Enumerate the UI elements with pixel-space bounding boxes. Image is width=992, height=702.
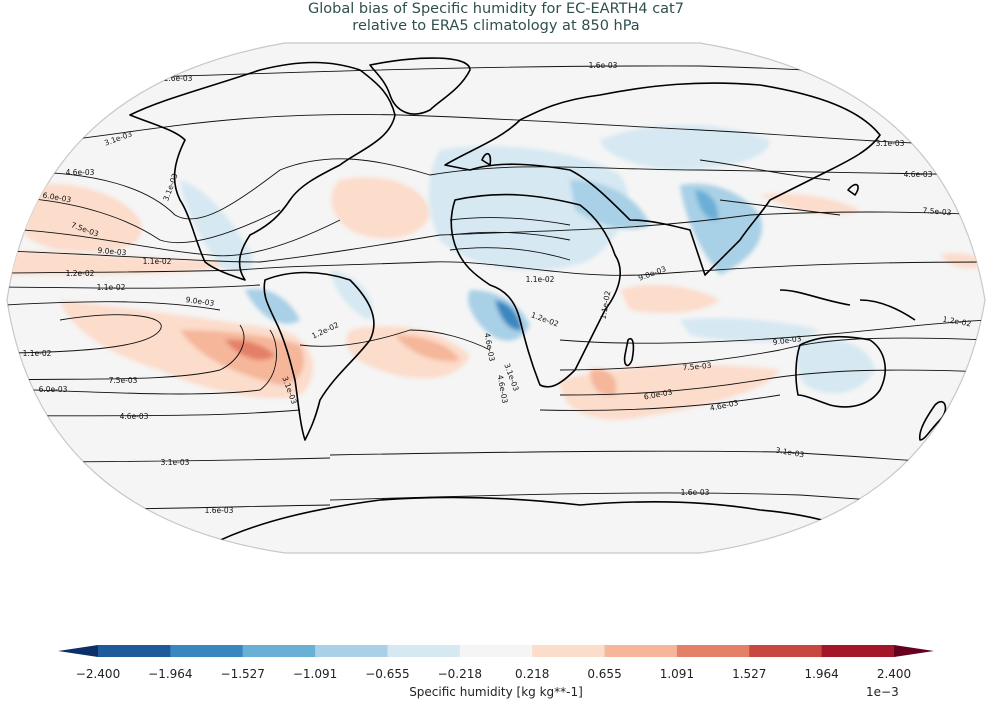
- contour-label: 1.6e-03: [205, 506, 234, 515]
- contour-label: 1.6e-03: [681, 488, 710, 497]
- colorbar-segment: [604, 645, 678, 657]
- svg-text:1.1e-02: 1.1e-02: [143, 257, 172, 266]
- svg-text:4.6e-03: 4.6e-03: [66, 168, 95, 177]
- colorbar-segment: [170, 645, 244, 657]
- svg-text:1.2e-02: 1.2e-02: [66, 269, 95, 278]
- svg-text:6.0e-03: 6.0e-03: [39, 385, 68, 394]
- contour-label: 7.5e-03: [109, 376, 138, 385]
- colorbar-segment: [315, 645, 388, 657]
- svg-text:4.6e-03: 4.6e-03: [120, 412, 149, 421]
- contour-label: 1.1e-02: [526, 275, 555, 284]
- svg-text:9.0e-03: 9.0e-03: [772, 334, 802, 347]
- colorbar-segment: [676, 645, 750, 657]
- svg-text:7.5e-03: 7.5e-03: [922, 206, 952, 217]
- svg-text:7.5e-03: 7.5e-03: [682, 361, 712, 372]
- svg-text:1.1e-02: 1.1e-02: [97, 283, 126, 292]
- contour-label: 4.6e-03: [66, 168, 95, 177]
- contour-label: 1.1e-02: [97, 283, 126, 292]
- colorbar-under-arrow: [58, 645, 98, 657]
- svg-text:7.5e-03: 7.5e-03: [109, 376, 138, 385]
- chart-title-line1: Global bias of Specific humidity for EC-…: [308, 1, 684, 17]
- colorbar-tick-label: −1.527: [220, 667, 265, 681]
- colorbar-tick-label: 0.218: [514, 667, 550, 681]
- colorbar-over-arrow: [894, 645, 934, 657]
- contour-label: 3.1e-03: [876, 139, 905, 148]
- colorbar-tick-label: 1.527: [732, 667, 767, 681]
- negative-bias-regions: [180, 125, 875, 394]
- svg-text:1.6e-03: 1.6e-03: [164, 74, 193, 83]
- colorbar-tick-label: 1.964: [804, 667, 839, 681]
- svg-text:1.1e-02: 1.1e-02: [23, 349, 52, 358]
- colorbar-segment: [387, 645, 461, 657]
- contour-label: 7.5e-03: [922, 206, 952, 217]
- colorbar-scale-factor: 1e−3: [866, 685, 899, 699]
- colorbar-tick-label: 0.655: [587, 667, 622, 681]
- colorbar-segment: [242, 645, 316, 657]
- colorbar-tick-label: 1.091: [659, 667, 695, 681]
- contour-label: 4.6e-03: [120, 412, 149, 421]
- colorbar-segment: [459, 645, 533, 657]
- svg-text:1.6e-03: 1.6e-03: [205, 506, 234, 515]
- colorbar-tick-label: −1.091: [292, 667, 338, 681]
- svg-text:1.6e-03: 1.6e-03: [681, 488, 710, 497]
- contour-label: 1.6e-03: [589, 61, 618, 70]
- contour-label: 9.0e-03: [185, 295, 215, 308]
- colorbar-tick-label: −0.655: [365, 667, 410, 681]
- colorbar-segment: [821, 645, 895, 657]
- coastlines: [129, 57, 947, 546]
- contour-label: 3.1e-03: [161, 458, 190, 467]
- contour-label: 9.0e-03: [97, 246, 127, 257]
- contour-label: 1.2e-02: [66, 269, 95, 278]
- chart-title-line2: relative to ERA5 climatology at 850 hPa: [352, 18, 640, 34]
- svg-text:3.1e-03: 3.1e-03: [161, 458, 190, 467]
- svg-text:1.1e-02: 1.1e-02: [526, 275, 555, 284]
- svg-text:1.6e-03: 1.6e-03: [589, 61, 618, 70]
- colorbar-tick-label: −2.400: [75, 667, 121, 681]
- contour-label: 1.1e-02: [23, 349, 52, 358]
- colorbar-segment: [749, 645, 823, 657]
- colorbar-tick-label: −0.218: [437, 667, 483, 681]
- svg-text:9.0e-03: 9.0e-03: [185, 295, 215, 308]
- contour-label: 9.0e-03: [772, 334, 802, 347]
- colorbar-tick-label: −1.964: [148, 667, 193, 681]
- contour-label: 4.6e-03: [904, 170, 933, 179]
- world-map: 1.6e-031.6e-033.1e-033.1e-033.1e-034.6e-…: [6, 42, 986, 554]
- colorbar-segment: [532, 645, 606, 657]
- contour-label: 6.0e-03: [39, 385, 68, 394]
- contour-label: 7.5e-03: [682, 361, 712, 372]
- contour-label: 1.1e-02: [143, 257, 172, 266]
- svg-text:3.1e-03: 3.1e-03: [876, 139, 905, 148]
- contour-label: 1.6e-03: [164, 74, 193, 83]
- colorbar-tick-label: 2.400: [876, 667, 912, 681]
- climatology-contours: [7, 65, 985, 511]
- colorbar: [58, 643, 934, 657]
- colorbar-label: Specific humidity [kg kg**-1]: [409, 685, 583, 699]
- colorbar-segment: [98, 645, 171, 657]
- svg-text:9.0e-03: 9.0e-03: [97, 246, 127, 257]
- svg-text:4.6e-03: 4.6e-03: [904, 170, 933, 179]
